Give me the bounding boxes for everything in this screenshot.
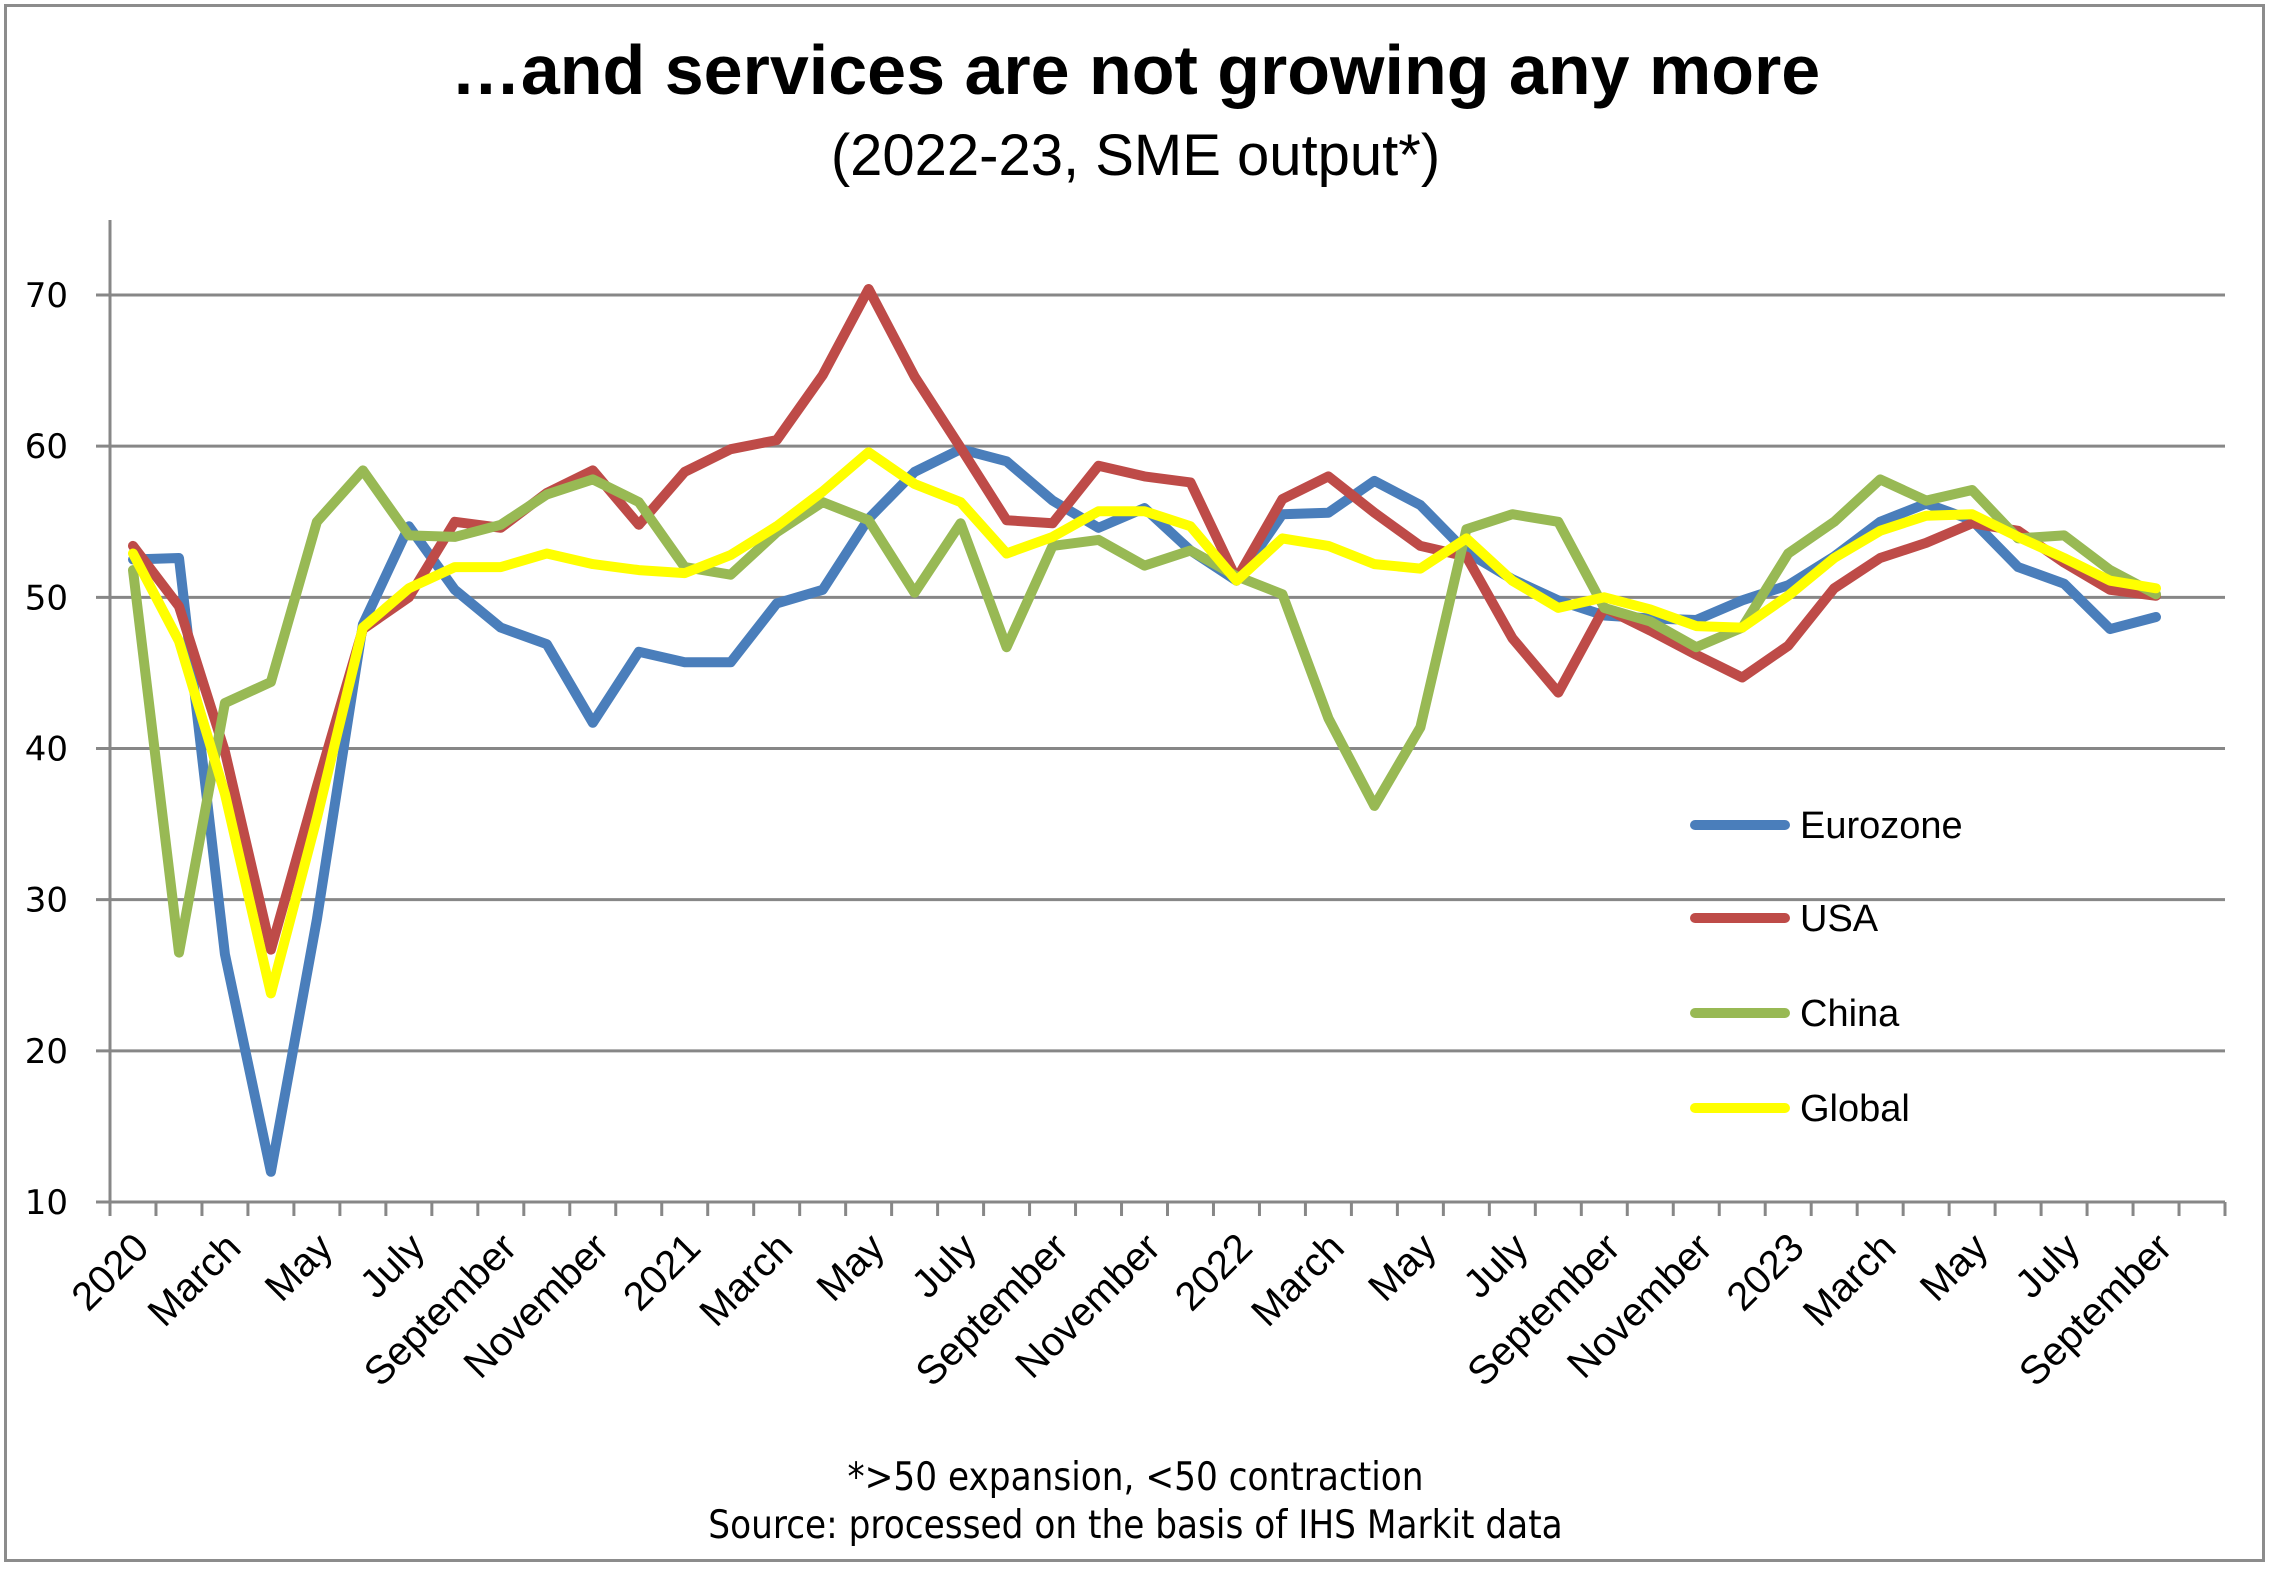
legend-item-china: China	[1690, 993, 1900, 1035]
x-tick-label: July	[352, 1225, 433, 1306]
y-tick-label: 70	[25, 276, 68, 316]
y-tick-label: 10	[25, 1183, 68, 1223]
x-tick-label: March	[140, 1225, 250, 1335]
chart-title: …and services are not growing any more	[450, 31, 1821, 109]
series-lines	[128, 284, 2161, 1177]
chart-subtitle: (2022-23, SME output*)	[830, 123, 1441, 188]
y-tick-label: 50	[25, 578, 68, 618]
x-tick-label: March	[691, 1225, 801, 1335]
y-tick-label: 30	[25, 881, 68, 921]
x-tick-label: May	[1912, 1225, 1997, 1310]
x-tick-label: May	[1360, 1225, 1445, 1310]
y-tick-label: 60	[25, 427, 68, 467]
legend: Eurozone USA China Global	[1690, 805, 1963, 1130]
legend-item-usa: USA	[1690, 898, 1879, 940]
y-tick-label: 20	[25, 1032, 68, 1072]
legend-label: Global	[1800, 1088, 1910, 1130]
legend-label: China	[1800, 993, 1900, 1035]
series-line-usa	[128, 284, 2161, 955]
x-tick-label: March	[1795, 1225, 1905, 1335]
chart-frame	[4, 4, 2265, 1562]
x-tick-label: July	[904, 1225, 985, 1306]
x-tick-label: March	[1243, 1225, 1353, 1335]
y-axis-tick-labels: 10 20 30 40 50 60 70	[25, 276, 68, 1223]
footnote-expansion-contraction: *>50 expansion, <50 contraction	[847, 1455, 1424, 1500]
x-tick-label: May	[257, 1225, 342, 1310]
legend-item-global: Global	[1690, 1088, 1910, 1130]
x-tick-label: May	[808, 1225, 893, 1310]
series-line-china	[128, 465, 2161, 958]
x-tick-label: July	[1455, 1225, 1536, 1306]
gridlines	[96, 293, 2225, 1053]
legend-label: USA	[1800, 898, 1879, 940]
series-line-global	[128, 447, 2161, 999]
x-tick-label: July	[2007, 1225, 2088, 1306]
legend-label: Eurozone	[1800, 805, 1963, 847]
y-tick-label: 40	[25, 730, 68, 770]
axes	[96, 220, 2227, 1216]
legend-item-eurozone: Eurozone	[1690, 805, 1963, 847]
source-note: Source: processed on the basis of IHS Ma…	[708, 1503, 1563, 1548]
